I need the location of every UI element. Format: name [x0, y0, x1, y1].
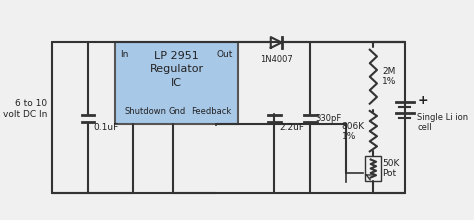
Text: Gnd: Gnd: [168, 107, 185, 116]
Text: 2M
1%: 2M 1%: [383, 67, 397, 86]
Text: Shutdown: Shutdown: [124, 107, 166, 116]
Text: 0.1uF: 0.1uF: [93, 123, 118, 132]
Text: In: In: [120, 50, 129, 59]
Bar: [365, 156, 382, 181]
Text: 1N4007: 1N4007: [260, 55, 292, 64]
Text: Single Li ion
cell: Single Li ion cell: [418, 113, 469, 132]
Text: 2.2uF: 2.2uF: [280, 123, 305, 132]
Text: 330pF: 330pF: [316, 114, 342, 123]
Text: Out: Out: [217, 50, 233, 59]
Text: 6 to 10
volt DC In: 6 to 10 volt DC In: [3, 99, 47, 119]
Text: +: +: [418, 94, 428, 107]
Text: LP 2951
Regulator
IC: LP 2951 Regulator IC: [150, 51, 204, 88]
Text: 806K
1%: 806K 1%: [342, 122, 365, 141]
Text: 50K
Pot: 50K Pot: [383, 159, 400, 178]
Bar: [115, 42, 238, 123]
Text: Feedback: Feedback: [191, 107, 231, 116]
